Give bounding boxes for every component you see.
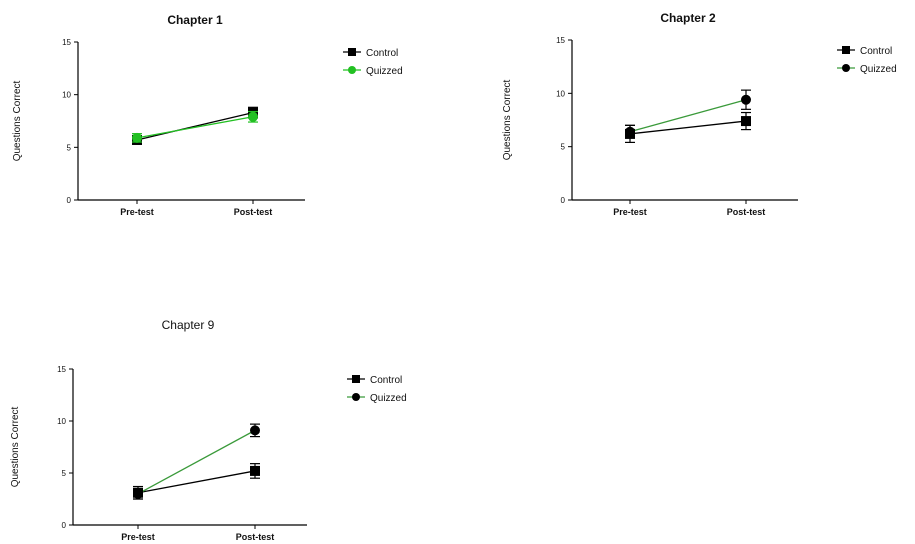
x-tick-label: Pre-test — [613, 207, 647, 217]
y-tick-label: 5 — [67, 143, 72, 152]
series-line-control — [137, 470, 256, 494]
y-tick-label: 0 — [67, 196, 72, 205]
series-line-quizzed — [136, 116, 254, 139]
y-axis-label: Questions Correct — [502, 79, 513, 160]
y-tick-label: 15 — [556, 36, 565, 45]
y-axis-label: Questions Correct — [12, 80, 23, 161]
data-point-quizzed — [133, 488, 143, 499]
y-tick-label: 10 — [556, 89, 565, 98]
x-tick-label: Post-test — [236, 532, 275, 542]
legend-label-quizzed: Quizzed — [860, 64, 897, 75]
data-point-quizzed — [248, 111, 258, 122]
data-point-quizzed — [132, 132, 142, 143]
legend-marker-control — [352, 375, 360, 383]
legend-marker-quizzed — [348, 66, 356, 74]
chart-title: Chapter 2 — [660, 11, 716, 25]
series-line-control — [629, 120, 747, 135]
y-tick-label: 5 — [561, 143, 566, 152]
series-line-quizzed — [629, 99, 747, 133]
y-tick-label: 0 — [62, 521, 67, 530]
y-tick-label: 10 — [57, 417, 66, 426]
legend-marker-control — [348, 48, 356, 56]
chart-title: Chapter 1 — [167, 13, 223, 27]
data-point-quizzed — [741, 94, 751, 105]
chart-panel-2: Chapter 2 Questions Correct 0 5 10 15 Pre-test… — [502, 11, 897, 217]
legend-label-control: Control — [860, 46, 892, 57]
chart-panel-1: Chapter 1 Questions Correct 0 5 10 15 Pre-test… — [12, 13, 403, 217]
x-tick-label: Pre-test — [121, 532, 155, 542]
legend-label-control: Control — [370, 375, 402, 386]
x-tick-label: Post-test — [234, 207, 273, 217]
legend-marker-quizzed — [352, 393, 360, 401]
legend-marker-control — [842, 46, 850, 54]
data-point-quizzed — [625, 126, 635, 137]
x-tick-label: Post-test — [727, 207, 766, 217]
series-line-control — [136, 111, 254, 141]
data-point-quizzed — [250, 425, 260, 436]
legend-label-quizzed: Quizzed — [366, 66, 403, 77]
legend-label-control: Control — [366, 48, 398, 59]
y-tick-label: 10 — [62, 91, 71, 100]
x-tick-label: Pre-test — [120, 207, 154, 217]
data-point-control — [250, 465, 260, 476]
legend-label-quizzed: Quizzed — [370, 393, 407, 404]
data-point-control — [741, 116, 751, 127]
legend-marker-quizzed — [842, 64, 850, 72]
chart-panel-3: Chapter 9 Questions Correct 0 5 10 15 Pre-test… — [10, 318, 407, 542]
y-tick-label: 5 — [62, 469, 67, 478]
y-tick-label: 15 — [57, 365, 66, 374]
y-tick-label: 0 — [561, 196, 566, 205]
y-axis-label: Questions Correct — [10, 406, 21, 487]
series-line-quizzed — [137, 429, 256, 495]
y-tick-label: 15 — [62, 38, 71, 47]
chart-title: Chapter 9 — [162, 318, 215, 332]
